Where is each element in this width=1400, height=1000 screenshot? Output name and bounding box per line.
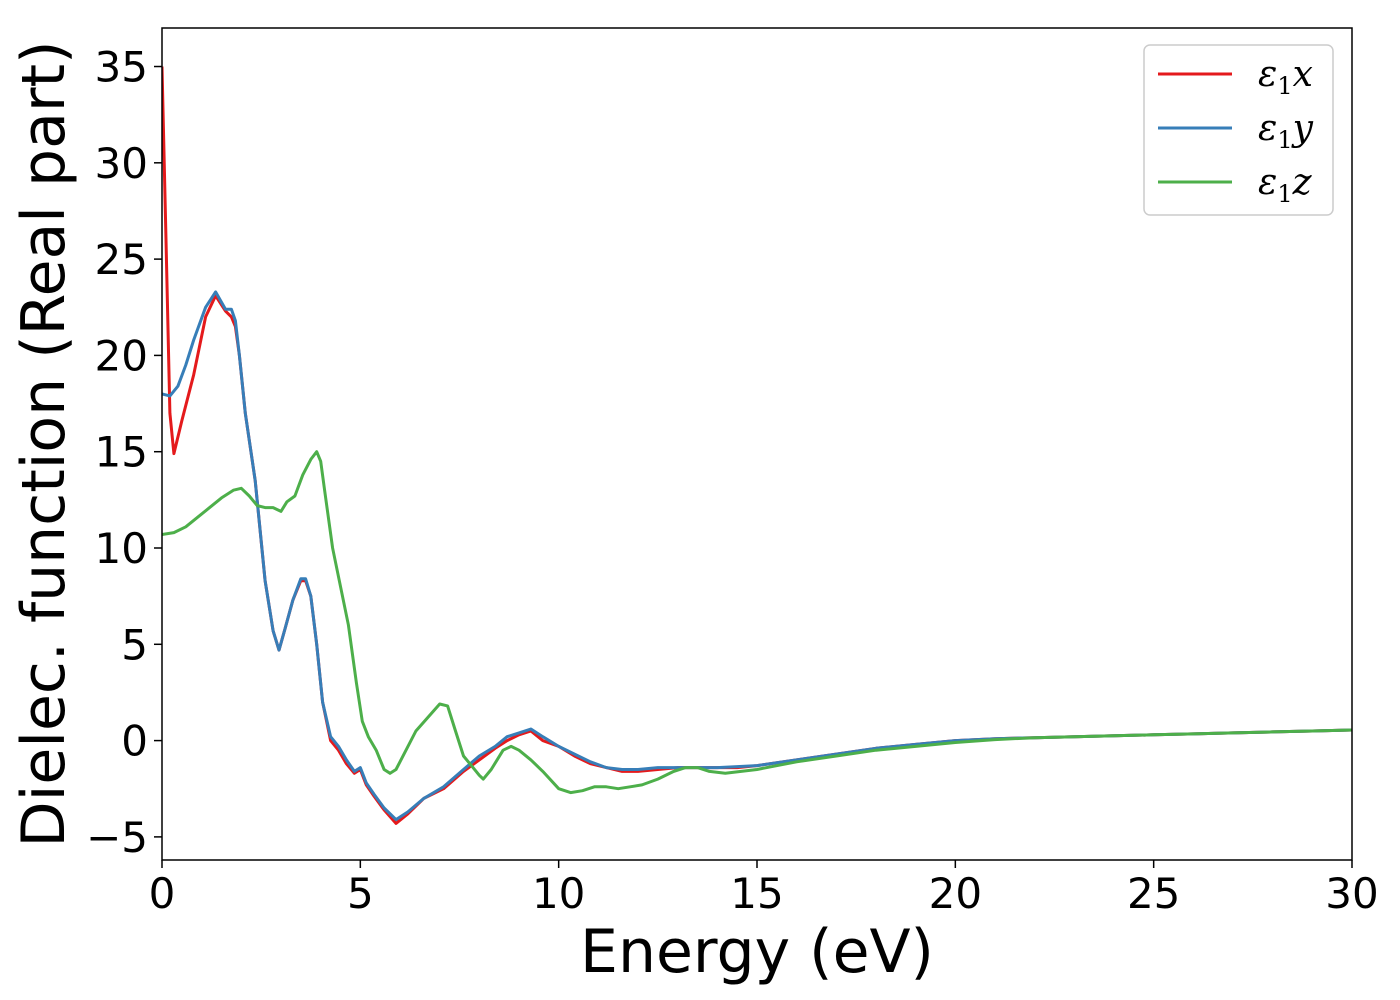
y-tick-label: 20 <box>95 331 148 380</box>
y-tick-label: 30 <box>95 139 148 188</box>
x-axis-label: Energy (eV) <box>580 917 934 987</box>
y-tick-label: −5 <box>86 813 148 862</box>
legend-label-y: ε1y <box>1258 108 1314 154</box>
x-tick-label: 5 <box>347 869 374 918</box>
legend: ε1x ε1y ε1z <box>1143 44 1334 216</box>
y-tick-label: 25 <box>95 235 148 284</box>
x-axis-ticks: 0 5 10 15 20 25 30 <box>149 860 1379 918</box>
y-axis-label: Dielec. function (Real part) <box>9 41 79 848</box>
y-tick-label: 0 <box>121 717 148 766</box>
series-line-y <box>162 290 1352 822</box>
y-tick-label: 10 <box>95 524 148 573</box>
series-lines <box>162 66 1352 825</box>
legend-label-z: ε1z <box>1258 162 1313 208</box>
y-tick-label: 35 <box>95 43 148 92</box>
y-axis-ticks: −5 0 5 10 15 20 25 30 35 <box>86 43 162 862</box>
x-tick-label: 30 <box>1325 869 1378 918</box>
legend-box <box>1143 44 1334 216</box>
series-line-z <box>162 450 1352 795</box>
x-tick-label: 15 <box>730 869 783 918</box>
x-tick-label: 25 <box>1127 869 1180 918</box>
x-tick-label: 10 <box>532 869 585 918</box>
x-tick-label: 0 <box>149 869 176 918</box>
y-tick-label: 5 <box>121 620 148 669</box>
x-tick-label: 20 <box>929 869 982 918</box>
legend-label-x: ε1x <box>1258 54 1313 100</box>
y-tick-label: 15 <box>95 428 148 477</box>
